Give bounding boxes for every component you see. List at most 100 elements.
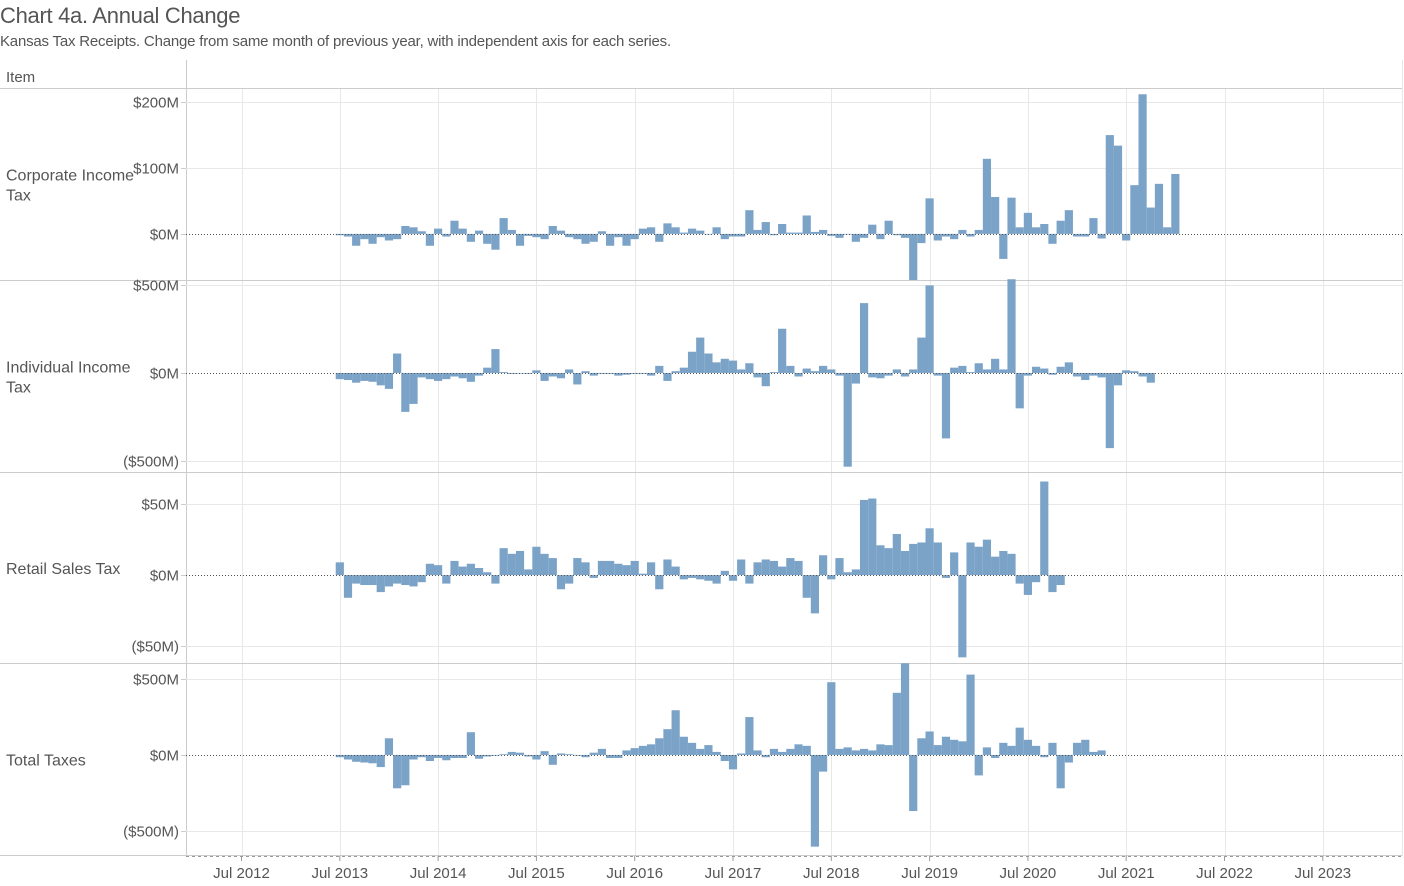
x-tick-label: Jul 2014 [410, 865, 467, 882]
bar [646, 562, 656, 576]
bar [434, 228, 443, 234]
bar [474, 568, 484, 576]
bar [810, 754, 820, 847]
bar [794, 744, 803, 755]
bar [417, 754, 426, 758]
bar [614, 233, 623, 238]
bar [819, 365, 828, 373]
y-tick-label: $50M [141, 497, 179, 514]
bar [958, 575, 967, 658]
panel-total-taxes: $500M $0M ($500M) Total Taxes [0, 663, 1402, 856]
bar [622, 565, 631, 576]
bar [1138, 94, 1147, 234]
bar [614, 563, 623, 576]
bar [1097, 372, 1106, 378]
bar [974, 363, 983, 373]
bar [409, 227, 418, 234]
bar [950, 367, 959, 373]
bar [671, 710, 680, 755]
bar [925, 198, 934, 234]
bar [466, 233, 475, 242]
bar [859, 499, 869, 576]
bar [556, 372, 566, 379]
bar [720, 233, 729, 240]
bar [786, 232, 795, 234]
bar [622, 372, 631, 375]
bar [499, 754, 508, 755]
bar [835, 558, 844, 576]
bar [597, 372, 607, 374]
bar [1089, 218, 1098, 234]
x-tick-label: Jul 2015 [508, 865, 565, 882]
bar [769, 233, 779, 236]
bar [548, 754, 557, 765]
row-header: Item [6, 69, 36, 86]
bar [393, 233, 402, 240]
bar [532, 370, 541, 373]
bar [1072, 372, 1082, 377]
bar [638, 745, 647, 755]
bar [687, 228, 697, 234]
bar [1056, 754, 1065, 789]
bar [933, 233, 942, 241]
bar [941, 575, 951, 578]
bar [917, 542, 926, 576]
bar [663, 223, 672, 234]
x-tick-label: Jul 2021 [1098, 865, 1155, 882]
bar [737, 559, 746, 576]
bar [515, 372, 525, 374]
bar [769, 372, 779, 373]
bar [1163, 227, 1172, 234]
bar [360, 372, 369, 381]
bar [1015, 727, 1024, 755]
bar [630, 560, 639, 576]
bar [655, 738, 664, 755]
bar [999, 233, 1008, 259]
bar [417, 575, 426, 583]
bar [991, 556, 1000, 576]
bar [745, 363, 754, 373]
bar [606, 233, 615, 246]
bar [851, 233, 860, 242]
bar [597, 560, 607, 576]
bar [507, 372, 516, 374]
bar [941, 736, 951, 755]
bar [687, 742, 697, 755]
bar [941, 233, 951, 237]
bar [720, 754, 729, 762]
bar [892, 369, 901, 373]
bar [966, 233, 975, 237]
bar [1154, 183, 1164, 234]
x-tick-label: Jul 2013 [311, 865, 368, 882]
bar [794, 560, 803, 576]
bar [1064, 754, 1073, 763]
bar [909, 369, 918, 373]
bar [1146, 207, 1155, 234]
bar [425, 233, 434, 246]
bar [999, 369, 1008, 373]
bar [1081, 233, 1090, 237]
bar [909, 754, 918, 812]
bar [450, 220, 459, 234]
bar [1171, 173, 1180, 234]
bar [1040, 224, 1049, 234]
bar [794, 372, 803, 377]
bar [450, 560, 459, 576]
bar [884, 372, 893, 376]
bar [474, 230, 484, 234]
bar [458, 566, 467, 576]
bar [671, 566, 680, 576]
bar [360, 233, 369, 240]
bar [712, 362, 721, 373]
bar [778, 751, 787, 755]
bar [483, 754, 492, 757]
bar [1040, 481, 1049, 576]
x-tick-label: Jul 2018 [803, 865, 860, 882]
bar [393, 575, 402, 584]
bar [434, 565, 443, 576]
bar [753, 229, 762, 234]
bar [737, 753, 746, 755]
bar [581, 371, 590, 373]
bar [474, 372, 484, 376]
x-tick-label: Jul 2012 [213, 865, 270, 882]
